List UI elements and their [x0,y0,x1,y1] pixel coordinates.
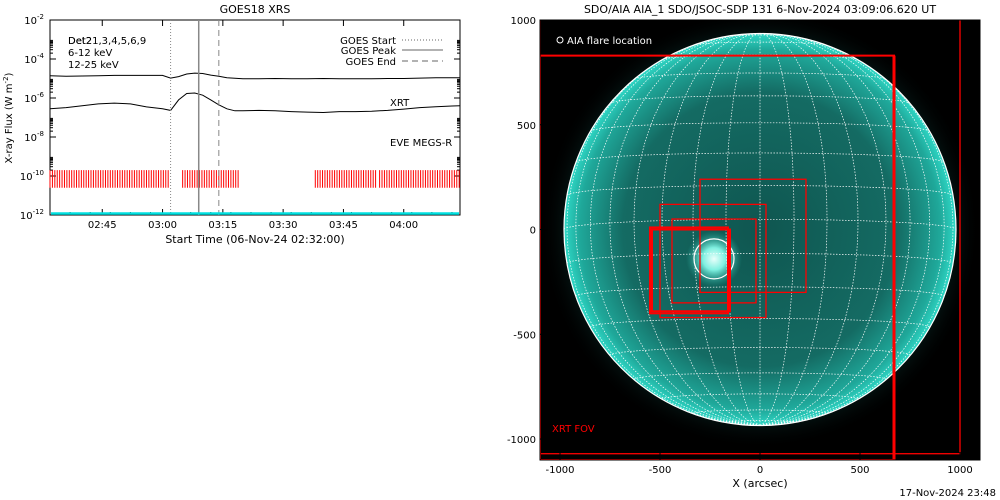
goes-y-tick-label: 10-12 [20,208,44,222]
longitude-grid-line [633,33,761,426]
aia-y-tick-label: -1000 [507,435,536,446]
longitude-grid-line [759,33,887,426]
latitude-grid-line [725,420,795,423]
longitude-grid-line [759,33,911,426]
aia-legend-symbol [556,36,564,44]
goes-flux-line [49,92,461,114]
detector-label-overlap-b: Det2 [68,36,92,47]
latitude-grid-line [634,72,886,80]
aia-title: SDO/AIA AIA_1 SDO/JSOC-SDP 131 6-Nov-202… [584,3,936,16]
longitude-grid-line [759,42,954,426]
legend-label-goes-end: GOES End [346,57,396,68]
goes-y-axis-label: X-ray Flux (W m-2) [2,72,15,163]
latitude-grid-line [563,218,957,230]
xrt-fov-label: XRT FOV [552,424,595,435]
aia-x-axis-label: X (arcsec) [732,477,787,490]
legend-label-goes-peak: GOES Peak [341,46,396,57]
solar-limb [563,32,957,427]
footer-timestamp: 17-Nov-2024 23:48 [899,488,996,499]
aia-x-tick-label: -1000 [545,465,574,476]
goes-x-axis-label: Start Time (06-Nov-24 02:32:00) [165,233,344,246]
aia-y-tick-label: 1000 [511,16,536,27]
goes-x-tick-label: 03:00 [148,220,177,231]
aia-legend-label: AIA flare location [567,36,652,47]
longitude-grid-line [566,42,761,426]
goes-x-tick-label: 03:15 [208,220,237,231]
aia-x-tick-label: -500 [649,465,672,476]
goes-legend: GOES Start GOES Peak GOES End [340,36,443,68]
aia-x-tick-label: 0 [757,465,763,476]
energy-label-6-12-kev: 6-12 keV [68,48,112,59]
goes-y-tick-label: 10-6 [24,91,44,105]
goes-x-tick-label: 02:45 [88,220,117,231]
legend-label-goes-start: GOES Start [340,36,396,47]
latitude-grid-line [609,347,911,356]
aia-y-tick-label: 0 [530,226,536,237]
goes-title: GOES18 XRS [220,3,291,16]
xrt-fov-box [699,178,807,294]
longitude-grid-line [589,33,761,426]
goes-y-tick-label: 10-2 [24,13,44,27]
longitude-grid-line [759,33,828,426]
xrt-fov-boxes [540,20,961,460]
goes-event-markers [170,20,220,215]
longitude-grid-line [661,33,761,426]
xrt-fov-box [540,20,961,455]
latitude-grid-line [609,95,911,104]
goes-flux-line [49,72,460,80]
xrt-series-label: XRT [390,98,410,109]
detector-label-overlap-a: Det21,3,4,5,6,9 [68,36,146,47]
xrt-fov-box [671,218,757,304]
latitude-grid-line [693,41,827,46]
aia-panel: SDO/AIA AIA_1 SDO/JSOC-SDP 131 6-Nov-202… [507,3,981,490]
aia-y-ticks: 1000 500 0 -500 -1000 [507,16,548,446]
longitude-grid-line [759,33,795,426]
longitude-grid-line [609,33,761,426]
goes-panel: GOES18 XRS 10-2 10-4 10-6 10-8 10-10 10-12 02… [2,3,461,246]
aia-x-ticks: -1000 -500 0 500 1000 [545,452,973,476]
aia-x-tick-label: 500 [850,465,869,476]
latitude-grid-line [662,54,858,60]
goes-y-ticks: 10-2 10-4 10-6 10-8 10-10 10-12 [20,13,460,222]
longitude-grid-line [759,33,859,426]
goes-flux-series [49,72,461,114]
goes-y-tick-label: 10-8 [24,130,44,144]
latitude-grid-line [567,185,953,196]
xrt-fov-box [651,228,731,313]
goes-x-tick-label: 03:45 [329,220,358,231]
aia-y-tick-label: 500 [517,121,536,132]
goes-y-tick-label: 10-10 [20,169,44,183]
goes-x-tick-label: 03:30 [269,220,298,231]
latitude-grid-line [575,152,945,163]
longitude-grid-line [759,33,931,426]
energy-label-12-25-kev: 12-25 keV [68,60,119,71]
goes-y-tick-label: 10-4 [24,52,44,66]
aia-x-tick-label: 1000 [947,465,972,476]
xrt-fov-box [649,226,729,315]
aia-y-tick-label: -500 [513,330,536,341]
xrt-coverage-bars [49,170,460,188]
eve-megs-r-label: EVE MEGS-R [390,138,452,149]
goes-x-tick-label: 04:00 [389,220,418,231]
xrt-fov-box [659,203,767,319]
aia-flare-location-marker [693,238,735,280]
